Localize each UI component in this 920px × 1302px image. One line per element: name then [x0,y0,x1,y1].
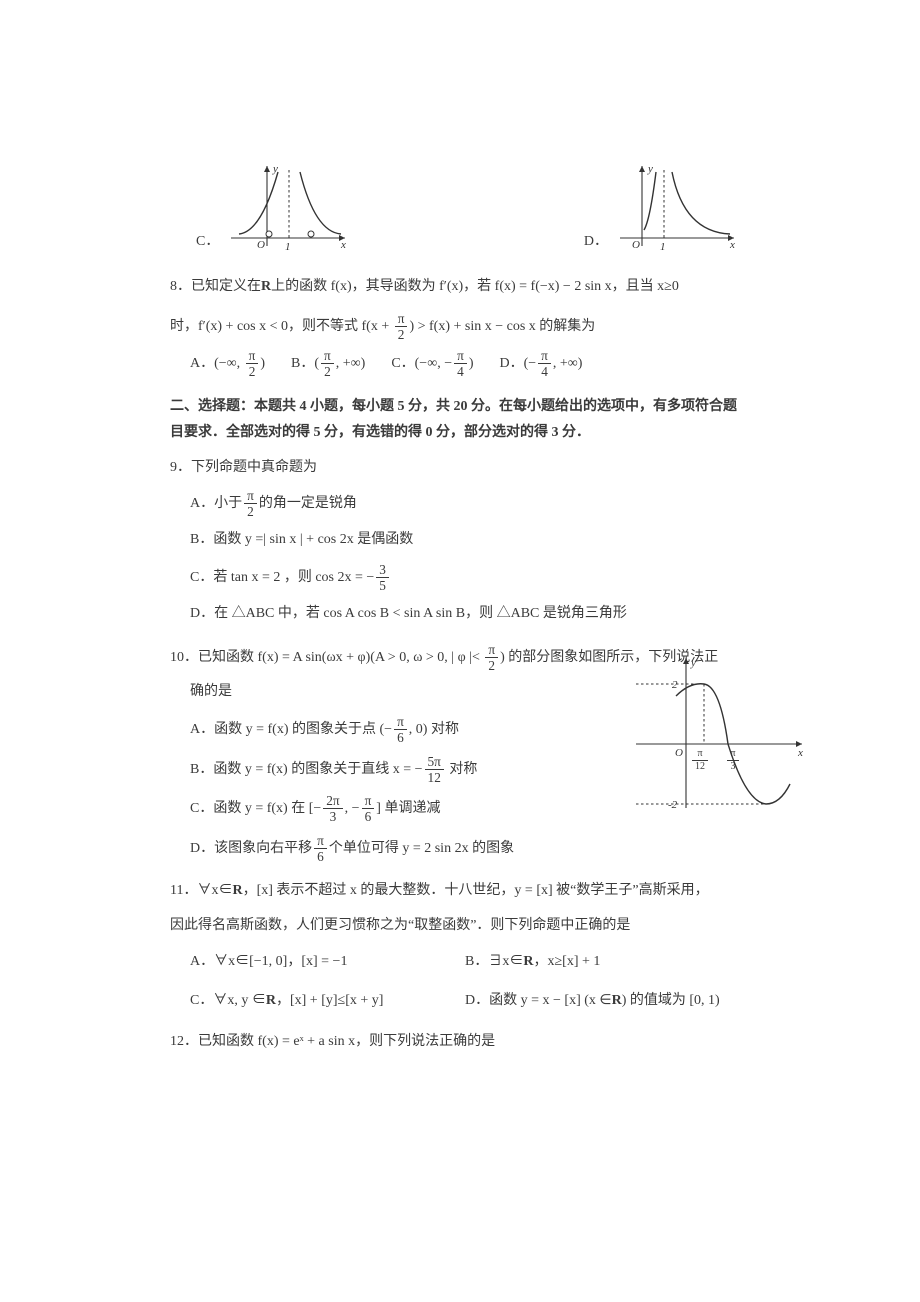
q8-stem-2: 时，f′(x) + cos x < 0，则不等式 f(x + π2) > f(x… [170,311,740,343]
svg-text:O: O [675,747,683,759]
x-axis-label-d: x [729,239,735,251]
chart-C: C． O x y 1 [196,160,351,256]
chart-C-svg: O x y 1 [223,160,351,256]
chart-D-label: D． [584,229,608,256]
q8-options: A．(−∞, π2) B．(π2, +∞) C．(−∞, −π4) D．(−π4… [190,348,740,380]
question-8: 8．已知定义在R上的函数 f(x)，其导函数为 f′(x)，若 f(x) = f… [170,274,740,380]
origin-label-d: O [632,239,640,251]
origin-label: O [257,239,265,251]
q8-C: C．(−∞, −π4) [391,348,473,380]
svg-text:-2: -2 [668,799,678,811]
q11-A: A．∀x∈[−1, 0]，[x] = −1 [190,949,465,976]
q11-B: B．∃x∈R，x≥[x] + 1 [465,949,740,976]
question-9: 9．下列命题中真命题为 A．小于π2的角一定是锐角 B．函数 y =| sin … [170,455,740,628]
q9-stem: 9．下列命题中真命题为 [170,455,740,482]
svg-text:x: x [797,747,803,759]
question-10: 10．已知函数 f(x) = A sin(ωx + φ)(A > 0, ω > … [170,642,740,864]
svg-text:2: 2 [672,679,678,691]
q9-B: B．函数 y =| sin x | + cos 2x 是偶函数 [190,527,740,554]
q9-A: A．小于π2的角一定是锐角 [190,488,740,520]
q8-B: B．(π2, +∞) [291,348,365,380]
q11-line1: 11．∀x∈R，[x] 表示不超过 x 的最大整数．十八世纪，y = [x] 被… [170,878,740,905]
q8-A: A．(−∞, π2) [190,348,265,380]
q10-graph: y x O 2 -2 π12 π3 [628,652,808,812]
one-label: 1 [285,241,291,253]
q7-charts: C． O x y 1 D． O x y 1 [196,160,740,256]
q11-line2: 因此得名高斯函数，人们更习惯称之为“取整函数”．则下列命题中正确的是 [170,913,740,940]
q12-stem: 12．已知函数 f(x) = eˣ + a sin x，则下列说法正确的是 [170,1029,740,1056]
q9-D: D．在 △ABC 中，若 cos A cos B < sin A sin B，则… [190,601,740,628]
q11-C: C．∀x, y ∈R，[x] + [y]≤[x + y] [190,988,465,1015]
section-2-heading: 二、选择题：本题共 4 小题，每小题 5 分，共 20 分。在每小题给出的选项中… [170,394,740,447]
q8-stem: 8．已知定义在R上的函数 f(x)，其导函数为 f′(x)，若 f(x) = f… [170,274,740,301]
q8-D: D．(−π4, +∞) [499,348,582,380]
question-11: 11．∀x∈R，[x] 表示不超过 x 的最大整数．十八世纪，y = [x] 被… [170,878,740,1014]
chart-D: D． O x y 1 [584,160,740,256]
q9-C: C．若 tan x = 2 ，则 cos 2x = −35 [190,562,740,594]
q11-D: D．函数 y = x − [x] (x ∈R) 的值域为 [0, 1) [465,988,740,1015]
y-axis-label-d: y [647,163,653,175]
question-12: 12．已知函数 f(x) = eˣ + a sin x，则下列说法正确的是 [170,1029,740,1056]
svg-text:y: y [690,657,696,669]
x-axis-label: x [340,239,346,251]
q10-D: D．该图象向右平移π6个单位可得 y = 2 sin 2x 的图象 [190,833,740,865]
one-label-d: 1 [660,241,666,253]
chart-D-svg: O x y 1 [612,160,740,256]
chart-C-label: C． [196,229,219,256]
